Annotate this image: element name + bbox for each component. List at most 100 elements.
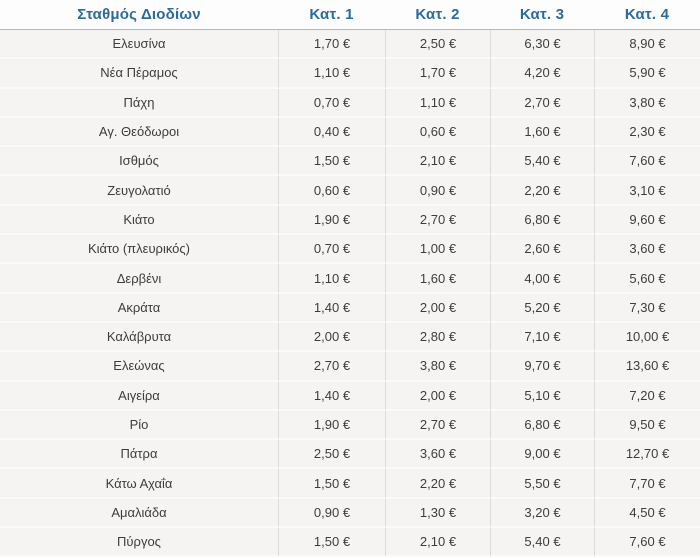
price-cell-cat-4: 7,70 € [594, 469, 700, 499]
price-cell-cat-3: 3,20 € [490, 498, 594, 529]
station-cell: Νέα Πέραμος [0, 59, 278, 89]
price-cell-cat-4: 5,60 € [594, 264, 700, 294]
price-cell-cat-2: 2,10 € [385, 528, 490, 558]
price-cell-cat-3: 5,40 € [490, 528, 594, 558]
price-cell-cat-1: 0,70 € [278, 88, 385, 118]
station-cell: Ακράτα [0, 293, 278, 323]
price-cell-cat-4: 2,30 € [594, 117, 700, 148]
table-row: Ακράτα 1,40 €2,00 €5,20 €7,30 € [0, 293, 700, 323]
price-cell-cat-4: 5,90 € [594, 59, 700, 89]
price-cell-cat-3: 5,10 € [490, 381, 594, 411]
station-cell: Καλάβρυτα [0, 322, 278, 353]
table-row: Δερβένι 1,10 €1,60 €4,00 €5,60 € [0, 264, 700, 294]
price-cell-cat-3: 9,70 € [490, 352, 594, 382]
station-cell: Ζευγολατιό [0, 176, 278, 206]
price-cell-cat-2: 0,60 € [385, 117, 490, 148]
price-cell-cat-3: 4,20 € [490, 59, 594, 89]
price-cell-cat-1: 1,90 € [278, 410, 385, 441]
price-cell-cat-1: 1,10 € [278, 264, 385, 294]
station-cell: Κάτω Αχαΐα [0, 469, 278, 499]
price-cell-cat-4: 13,60 € [594, 352, 700, 382]
price-cell-cat-1: 1,50 € [278, 147, 385, 177]
price-cell-cat-4: 7,60 € [594, 528, 700, 558]
station-cell: Ισθμός [0, 147, 278, 177]
price-cell-cat-2: 1,70 € [385, 59, 490, 89]
table-row: Πύργος 1,50 €2,10 €5,40 €7,60 € [0, 528, 700, 558]
station-cell: Πάχη [0, 88, 278, 118]
price-cell-cat-4: 7,20 € [594, 381, 700, 411]
table-row: Ισθμός 1,50 €2,10 €5,40 €7,60 € [0, 147, 700, 177]
station-cell: Αμαλιάδα [0, 498, 278, 529]
price-cell-cat-3: 2,60 € [490, 235, 594, 265]
station-cell: Ελεώνας [0, 352, 278, 382]
price-cell-cat-4: 3,60 € [594, 235, 700, 265]
price-cell-cat-3: 6,80 € [490, 410, 594, 441]
price-cell-cat-1: 2,00 € [278, 322, 385, 353]
price-cell-cat-2: 2,70 € [385, 205, 490, 236]
table-row: Νέα Πέραμος 1,10 €1,70 €4,20 €5,90 € [0, 59, 700, 89]
table-row: Ελεώνας 2,70 €3,80 €9,70 €13,60 € [0, 352, 700, 382]
station-cell: Αγ. Θεόδωροι [0, 117, 278, 148]
price-cell-cat-2: 2,80 € [385, 322, 490, 353]
price-cell-cat-1: 1,40 € [278, 293, 385, 323]
table-row: Πάτρα 2,50 €3,60 €9,00 €12,70 € [0, 440, 700, 470]
station-cell: Πύργος [0, 528, 278, 558]
col-header-cat-3: Κατ. 3 [490, 0, 594, 30]
col-header-cat-2: Κατ. 2 [385, 0, 490, 30]
price-cell-cat-3: 2,70 € [490, 88, 594, 118]
table-row: Πάχη 0,70 €1,10 €2,70 €3,80 € [0, 88, 700, 118]
price-cell-cat-1: 0,70 € [278, 235, 385, 265]
price-cell-cat-1: 1,50 € [278, 469, 385, 499]
price-cell-cat-2: 2,20 € [385, 469, 490, 499]
price-cell-cat-1: 0,60 € [278, 176, 385, 206]
table-row: Ζευγολατιό 0,60 €0,90 €2,20 €3,10 € [0, 176, 700, 206]
table-row: Καλάβρυτα 2,00 €2,80 €7,10 €10,00 € [0, 322, 700, 353]
price-cell-cat-1: 0,90 € [278, 498, 385, 529]
table-row: Αμαλιάδα 0,90 €1,30 €3,20 €4,50 € [0, 498, 700, 529]
price-cell-cat-4: 7,60 € [594, 147, 700, 177]
price-cell-cat-3: 6,80 € [490, 205, 594, 236]
price-cell-cat-2: 1,10 € [385, 88, 490, 118]
price-cell-cat-2: 0,90 € [385, 176, 490, 206]
price-cell-cat-4: 10,00 € [594, 322, 700, 353]
station-cell: Πάτρα [0, 440, 278, 470]
price-cell-cat-4: 8,90 € [594, 30, 700, 60]
price-cell-cat-3: 4,00 € [490, 264, 594, 294]
price-cell-cat-2: 1,30 € [385, 498, 490, 529]
toll-table-header: Σταθμός Διοδίων Κατ. 1 Κατ. 2 Κατ. 3 Κατ. 4 [0, 0, 700, 30]
price-cell-cat-3: 7,10 € [490, 322, 594, 353]
price-cell-cat-4: 3,10 € [594, 176, 700, 206]
price-cell-cat-1: 1,40 € [278, 381, 385, 411]
station-cell: Αιγείρα [0, 381, 278, 411]
price-cell-cat-3: 6,30 € [490, 30, 594, 60]
price-cell-cat-4: 12,70 € [594, 440, 700, 470]
price-cell-cat-1: 2,50 € [278, 440, 385, 470]
price-cell-cat-2: 2,50 € [385, 30, 490, 60]
price-cell-cat-2: 2,10 € [385, 147, 490, 177]
price-cell-cat-4: 4,50 € [594, 498, 700, 529]
col-header-cat-4: Κατ. 4 [594, 0, 700, 30]
table-row: Ελευσίνα 1,70 €2,50 €6,30 €8,90 € [0, 30, 700, 60]
station-cell: Κιάτο (πλευρικός) [0, 235, 278, 265]
station-cell: Ελευσίνα [0, 30, 278, 60]
price-cell-cat-3: 9,00 € [490, 440, 594, 470]
price-cell-cat-2: 2,00 € [385, 381, 490, 411]
table-row: Κιάτο (πλευρικός) 0,70 €1,00 €2,60 €3,60 … [0, 235, 700, 265]
header-row: Σταθμός Διοδίων Κατ. 1 Κατ. 2 Κατ. 3 Κατ. 4 [0, 0, 700, 30]
price-cell-cat-2: 2,70 € [385, 410, 490, 441]
toll-table-body: Ελευσίνα 1,70 €2,50 €6,30 €8,90 € Νέα Πέρα… [0, 30, 700, 558]
table-row: Αιγείρα 1,40 €2,00 €5,10 €7,20 € [0, 381, 700, 411]
table-row: Κάτω Αχαΐα 1,50 €2,20 €5,50 €7,70 € [0, 469, 700, 499]
station-cell: Δερβένι [0, 264, 278, 294]
table-row: Ρίο 1,90 €2,70 €6,80 €9,50 € [0, 410, 700, 441]
price-cell-cat-2: 2,00 € [385, 293, 490, 323]
price-cell-cat-1: 1,70 € [278, 30, 385, 60]
price-cell-cat-2: 3,80 € [385, 352, 490, 382]
price-cell-cat-2: 1,00 € [385, 235, 490, 265]
col-header-cat-1: Κατ. 1 [278, 0, 385, 30]
price-cell-cat-3: 5,40 € [490, 147, 594, 177]
station-cell: Κιάτο [0, 205, 278, 236]
price-cell-cat-1: 1,50 € [278, 528, 385, 558]
price-cell-cat-3: 5,20 € [490, 293, 594, 323]
